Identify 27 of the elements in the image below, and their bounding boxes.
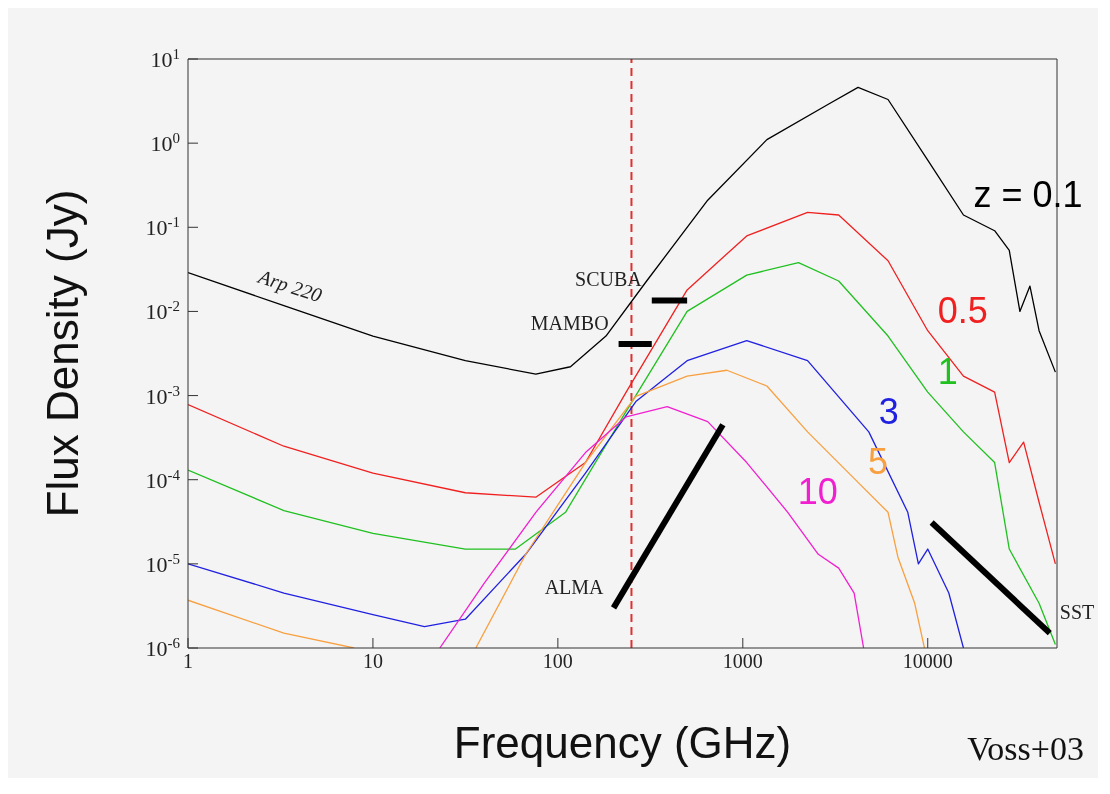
y-tick-label: 10$^{1}$: [150, 46, 180, 72]
x-tick-label: 1: [183, 650, 193, 673]
y-tick-label: 10$^{-1}$: [145, 214, 180, 241]
x-tick-label: 100: [542, 650, 573, 673]
series-label: 1: [937, 351, 958, 393]
series-label: SST: [1059, 601, 1095, 624]
series-label: 5: [868, 441, 889, 483]
y-tick-label: 10$^{-6}$: [145, 635, 181, 661]
x-tick-label: 10000: [902, 650, 953, 673]
series-label: 10: [797, 471, 838, 513]
series-label: 3: [878, 390, 899, 432]
y-tick-label: 10$^{-5}$: [145, 550, 180, 577]
annotation: Arp 220: [253, 264, 325, 308]
y-tick-label: 10$^{0}$: [150, 130, 180, 157]
series-label: 0.5: [937, 289, 988, 331]
y-tick-label: 10$^{-3}$: [145, 382, 180, 409]
x-tick-label: 10: [362, 650, 383, 673]
y-tick-label: 10$^{-2}$: [145, 298, 180, 325]
series-label: ALMA: [544, 575, 605, 598]
text: Voss+03: [967, 730, 1084, 768]
x-axis-title: Frequency (GHz): [453, 718, 792, 767]
series-label: SCUBA: [575, 268, 643, 291]
y-tick-label: 10$^{-4}$: [145, 466, 181, 493]
series-label: MAMBO: [530, 312, 609, 335]
series-label: z = 0.1: [973, 173, 1083, 215]
y-axis-title: Flux Density (Jy): [38, 189, 87, 518]
x-tick-label: 1000: [722, 650, 763, 673]
